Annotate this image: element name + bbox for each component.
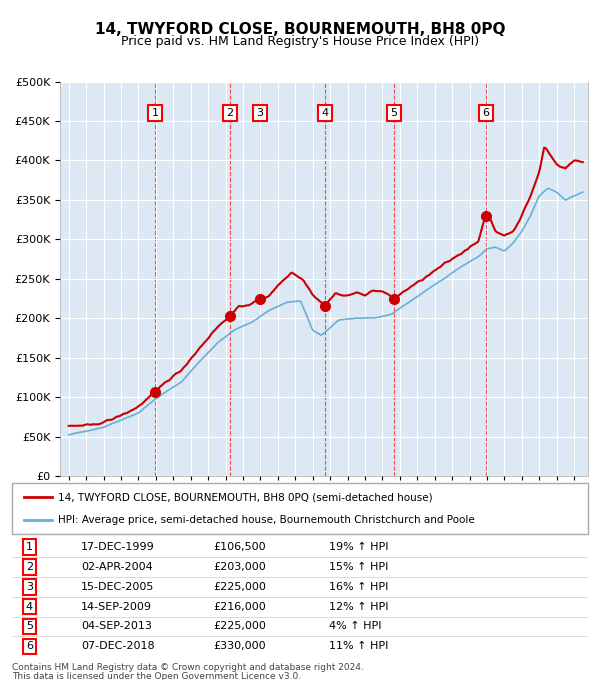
Text: £225,000: £225,000 (214, 622, 266, 632)
Text: 1: 1 (152, 108, 158, 118)
Text: £203,000: £203,000 (214, 562, 266, 572)
Text: £330,000: £330,000 (214, 641, 266, 651)
Text: 07-DEC-2018: 07-DEC-2018 (81, 641, 155, 651)
Text: 15-DEC-2005: 15-DEC-2005 (81, 582, 154, 592)
Text: 14-SEP-2009: 14-SEP-2009 (81, 602, 152, 611)
Text: This data is licensed under the Open Government Licence v3.0.: This data is licensed under the Open Gov… (12, 672, 301, 680)
Text: Contains HM Land Registry data © Crown copyright and database right 2024.: Contains HM Land Registry data © Crown c… (12, 663, 364, 672)
Text: 14, TWYFORD CLOSE, BOURNEMOUTH, BH8 0PQ (semi-detached house): 14, TWYFORD CLOSE, BOURNEMOUTH, BH8 0PQ … (58, 492, 433, 502)
Text: 16% ↑ HPI: 16% ↑ HPI (329, 582, 388, 592)
Text: £106,500: £106,500 (214, 542, 266, 552)
Text: £225,000: £225,000 (214, 582, 266, 592)
Text: 4: 4 (26, 602, 33, 611)
Text: 2: 2 (226, 108, 233, 118)
Text: 3: 3 (256, 108, 263, 118)
Text: 14, TWYFORD CLOSE, BOURNEMOUTH, BH8 0PQ: 14, TWYFORD CLOSE, BOURNEMOUTH, BH8 0PQ (95, 22, 505, 37)
Text: 3: 3 (26, 582, 33, 592)
Text: 4% ↑ HPI: 4% ↑ HPI (329, 622, 382, 632)
Text: 5: 5 (391, 108, 398, 118)
Text: 19% ↑ HPI: 19% ↑ HPI (329, 542, 388, 552)
FancyBboxPatch shape (12, 483, 588, 534)
Text: 02-APR-2004: 02-APR-2004 (81, 562, 153, 572)
Text: 6: 6 (482, 108, 489, 118)
Text: 5: 5 (26, 622, 33, 632)
Text: 17-DEC-1999: 17-DEC-1999 (81, 542, 155, 552)
Text: 12% ↑ HPI: 12% ↑ HPI (329, 602, 388, 611)
Text: 04-SEP-2013: 04-SEP-2013 (81, 622, 152, 632)
Text: 1: 1 (26, 542, 33, 552)
Text: 2: 2 (26, 562, 33, 572)
Text: 11% ↑ HPI: 11% ↑ HPI (329, 641, 388, 651)
Text: HPI: Average price, semi-detached house, Bournemouth Christchurch and Poole: HPI: Average price, semi-detached house,… (58, 515, 475, 524)
Text: 15% ↑ HPI: 15% ↑ HPI (329, 562, 388, 572)
Text: Price paid vs. HM Land Registry's House Price Index (HPI): Price paid vs. HM Land Registry's House … (121, 35, 479, 48)
Text: 4: 4 (322, 108, 329, 118)
Text: 6: 6 (26, 641, 33, 651)
Text: £216,000: £216,000 (214, 602, 266, 611)
